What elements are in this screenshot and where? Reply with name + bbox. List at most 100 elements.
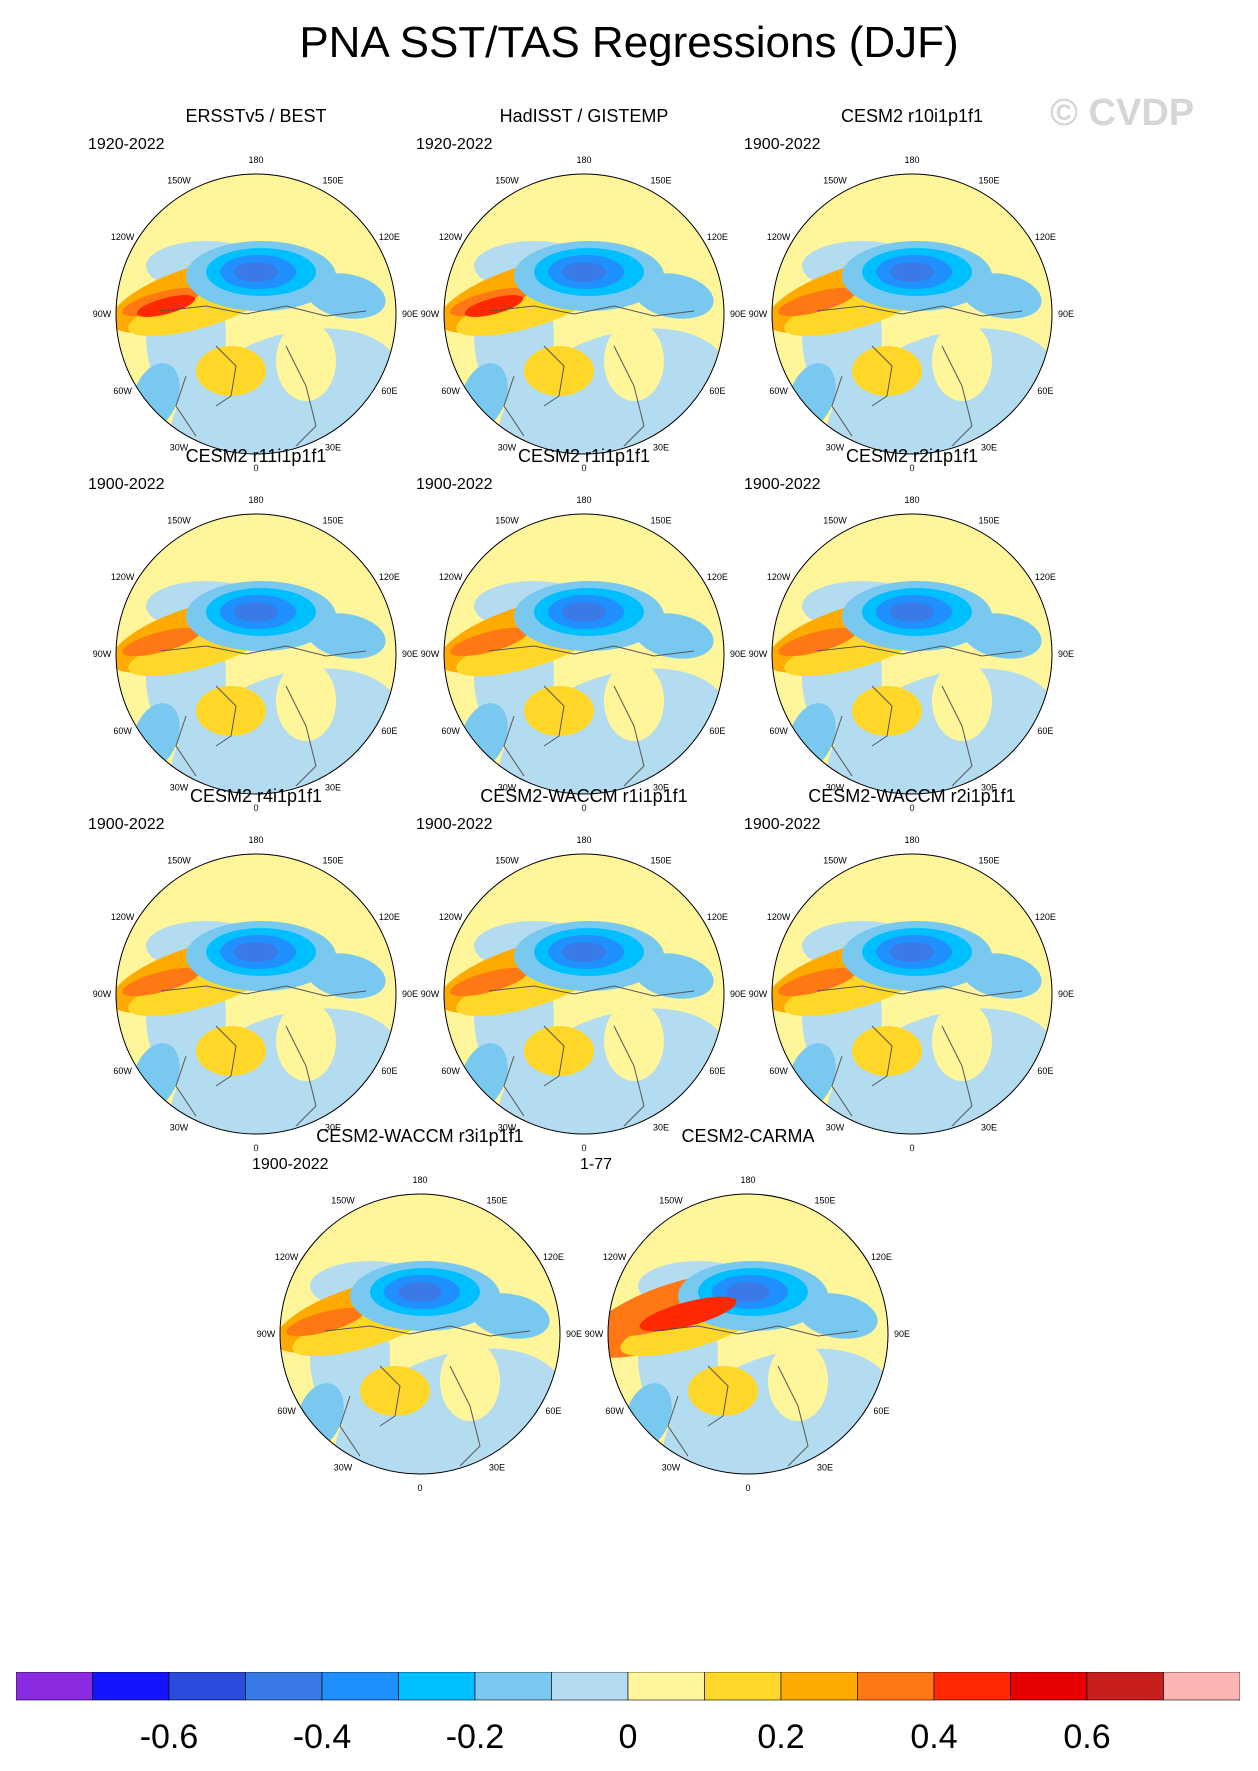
contour-region xyxy=(234,942,278,962)
contour-region xyxy=(122,967,200,997)
map-panel: CESM2 r2i1p1f1 1900-2022 180 150E 120E 90E 60E… xyxy=(722,446,1102,826)
longitude-label: 60E xyxy=(709,1066,725,1076)
longitude-label: 150W xyxy=(823,516,847,526)
contour-region xyxy=(464,295,524,317)
longitude-label: 90E xyxy=(894,1329,910,1339)
longitude-label: 120E xyxy=(543,1252,564,1262)
longitude-label: 150W xyxy=(823,856,847,866)
contour-region xyxy=(196,686,266,736)
map-outline xyxy=(443,173,725,455)
longitude-label: 150E xyxy=(650,856,671,866)
contour-region xyxy=(852,1026,922,1076)
longitude-label: 90E xyxy=(730,649,746,659)
longitude-label: 120E xyxy=(707,572,728,582)
longitude-label: 150W xyxy=(167,176,191,186)
map-outline xyxy=(771,173,1053,455)
contour-region xyxy=(470,1293,550,1339)
contour-region xyxy=(634,953,714,999)
longitude-label: 150W xyxy=(167,856,191,866)
polar-map: 180 150E 120E 90E 60E 30E 0 30W 60W 90W 120W 150W xyxy=(421,155,746,473)
longitude-label: 60W xyxy=(113,1066,132,1076)
longitude-label: 150W xyxy=(167,516,191,526)
map-panel: CESM2 r1i1p1f1 1900-2022 180 150E 120E 90E 60E… xyxy=(394,446,774,826)
longitude-label: 120W xyxy=(439,912,463,922)
longitude-label: 30E xyxy=(653,782,669,792)
contour-region xyxy=(398,1282,442,1302)
longitude-label: 120W xyxy=(111,572,135,582)
colorbar-swatch xyxy=(704,1672,782,1701)
colorbar-swatch xyxy=(857,1672,935,1701)
contour-region xyxy=(306,953,386,999)
longitude-label: 180 xyxy=(904,155,919,165)
longitude-label: 150E xyxy=(978,176,999,186)
longitude-label: 90W xyxy=(585,1329,604,1339)
contour-region xyxy=(286,1307,364,1337)
panel-years: 1900-2022 xyxy=(416,476,493,493)
longitude-label: 60E xyxy=(545,1406,561,1416)
colorbar-swatch xyxy=(92,1672,170,1701)
contour-region xyxy=(604,661,664,741)
contour-region xyxy=(778,967,856,997)
colorbar-swatch xyxy=(933,1672,1011,1701)
panel-years: 1900-2022 xyxy=(88,476,165,493)
longitude-label: 90E xyxy=(566,1329,582,1339)
longitude-label: 120E xyxy=(1035,572,1056,582)
colorbar-tick-label: -0.6 xyxy=(140,1718,199,1756)
map-panel: CESM2-WACCM r3i1p1f1 1900-2022 180 150E 120E… xyxy=(230,1126,610,1506)
panel-years: 1920-2022 xyxy=(416,136,493,153)
longitude-label: 90E xyxy=(402,309,418,319)
coastline xyxy=(816,985,1023,1127)
contour-region xyxy=(962,953,1042,999)
longitude-label: 60W xyxy=(769,386,788,396)
map-outline xyxy=(443,513,725,795)
map-outline xyxy=(443,853,725,1135)
longitude-label: 90E xyxy=(402,989,418,999)
colorbar-swatch xyxy=(321,1672,399,1701)
polar-map: 180 150E 120E 90E 60E 30E 0 30W 60W 90W 120W 150W xyxy=(749,155,1074,473)
polar-map: 180 150E 120E 90E 60E 30E 0 30W 60W 90W 120W 150W xyxy=(585,1175,910,1493)
contour-region xyxy=(524,686,594,736)
longitude-label: 30W xyxy=(170,442,189,452)
colorbar-swatch xyxy=(398,1672,476,1701)
coastline xyxy=(160,305,367,447)
longitude-label: 150E xyxy=(322,176,343,186)
contour-region xyxy=(196,1026,266,1076)
map-panel: CESM2-WACCM r2i1p1f1 1900-2022 180 150E 120E… xyxy=(722,786,1102,1166)
longitude-label: 30E xyxy=(981,1122,997,1132)
longitude-label: 90E xyxy=(730,309,746,319)
panel-title: CESM2-WACCM r2i1p1f1 xyxy=(808,786,1016,806)
longitude-label: 120W xyxy=(439,232,463,242)
longitude-label: 0 xyxy=(253,803,258,813)
longitude-label: 90E xyxy=(1058,989,1074,999)
map-outline xyxy=(115,513,397,795)
longitude-label: 90W xyxy=(93,309,112,319)
longitude-label: 120E xyxy=(871,1252,892,1262)
longitude-label: 120E xyxy=(379,912,400,922)
longitude-label: 180 xyxy=(248,835,263,845)
longitude-label: 30E xyxy=(325,782,341,792)
longitude-label: 150E xyxy=(322,856,343,866)
contour-region xyxy=(932,661,992,741)
longitude-label: 0 xyxy=(581,1143,586,1153)
longitude-label: 30E xyxy=(981,782,997,792)
longitude-label: 60W xyxy=(605,1406,624,1416)
contour-region xyxy=(890,262,934,282)
panel-title: CESM2 r1i1p1f1 xyxy=(517,446,651,466)
contour-region xyxy=(852,346,922,396)
contour-region xyxy=(276,321,336,401)
longitude-label: 90W xyxy=(749,989,768,999)
longitude-label: 90E xyxy=(402,649,418,659)
longitude-label: 120W xyxy=(767,572,791,582)
longitude-label: 180 xyxy=(248,495,263,505)
longitude-label: 120E xyxy=(707,912,728,922)
contour-region xyxy=(524,1026,594,1076)
contour-region xyxy=(634,613,714,659)
coastline xyxy=(816,305,1023,447)
longitude-label: 60E xyxy=(381,386,397,396)
longitude-label: 60E xyxy=(1037,386,1053,396)
colorbar-swatch xyxy=(245,1672,323,1701)
longitude-label: 180 xyxy=(904,835,919,845)
colorbar-tick-label: 0.4 xyxy=(910,1718,957,1756)
contour-region xyxy=(196,346,266,396)
longitude-label: 0 xyxy=(417,1483,422,1493)
